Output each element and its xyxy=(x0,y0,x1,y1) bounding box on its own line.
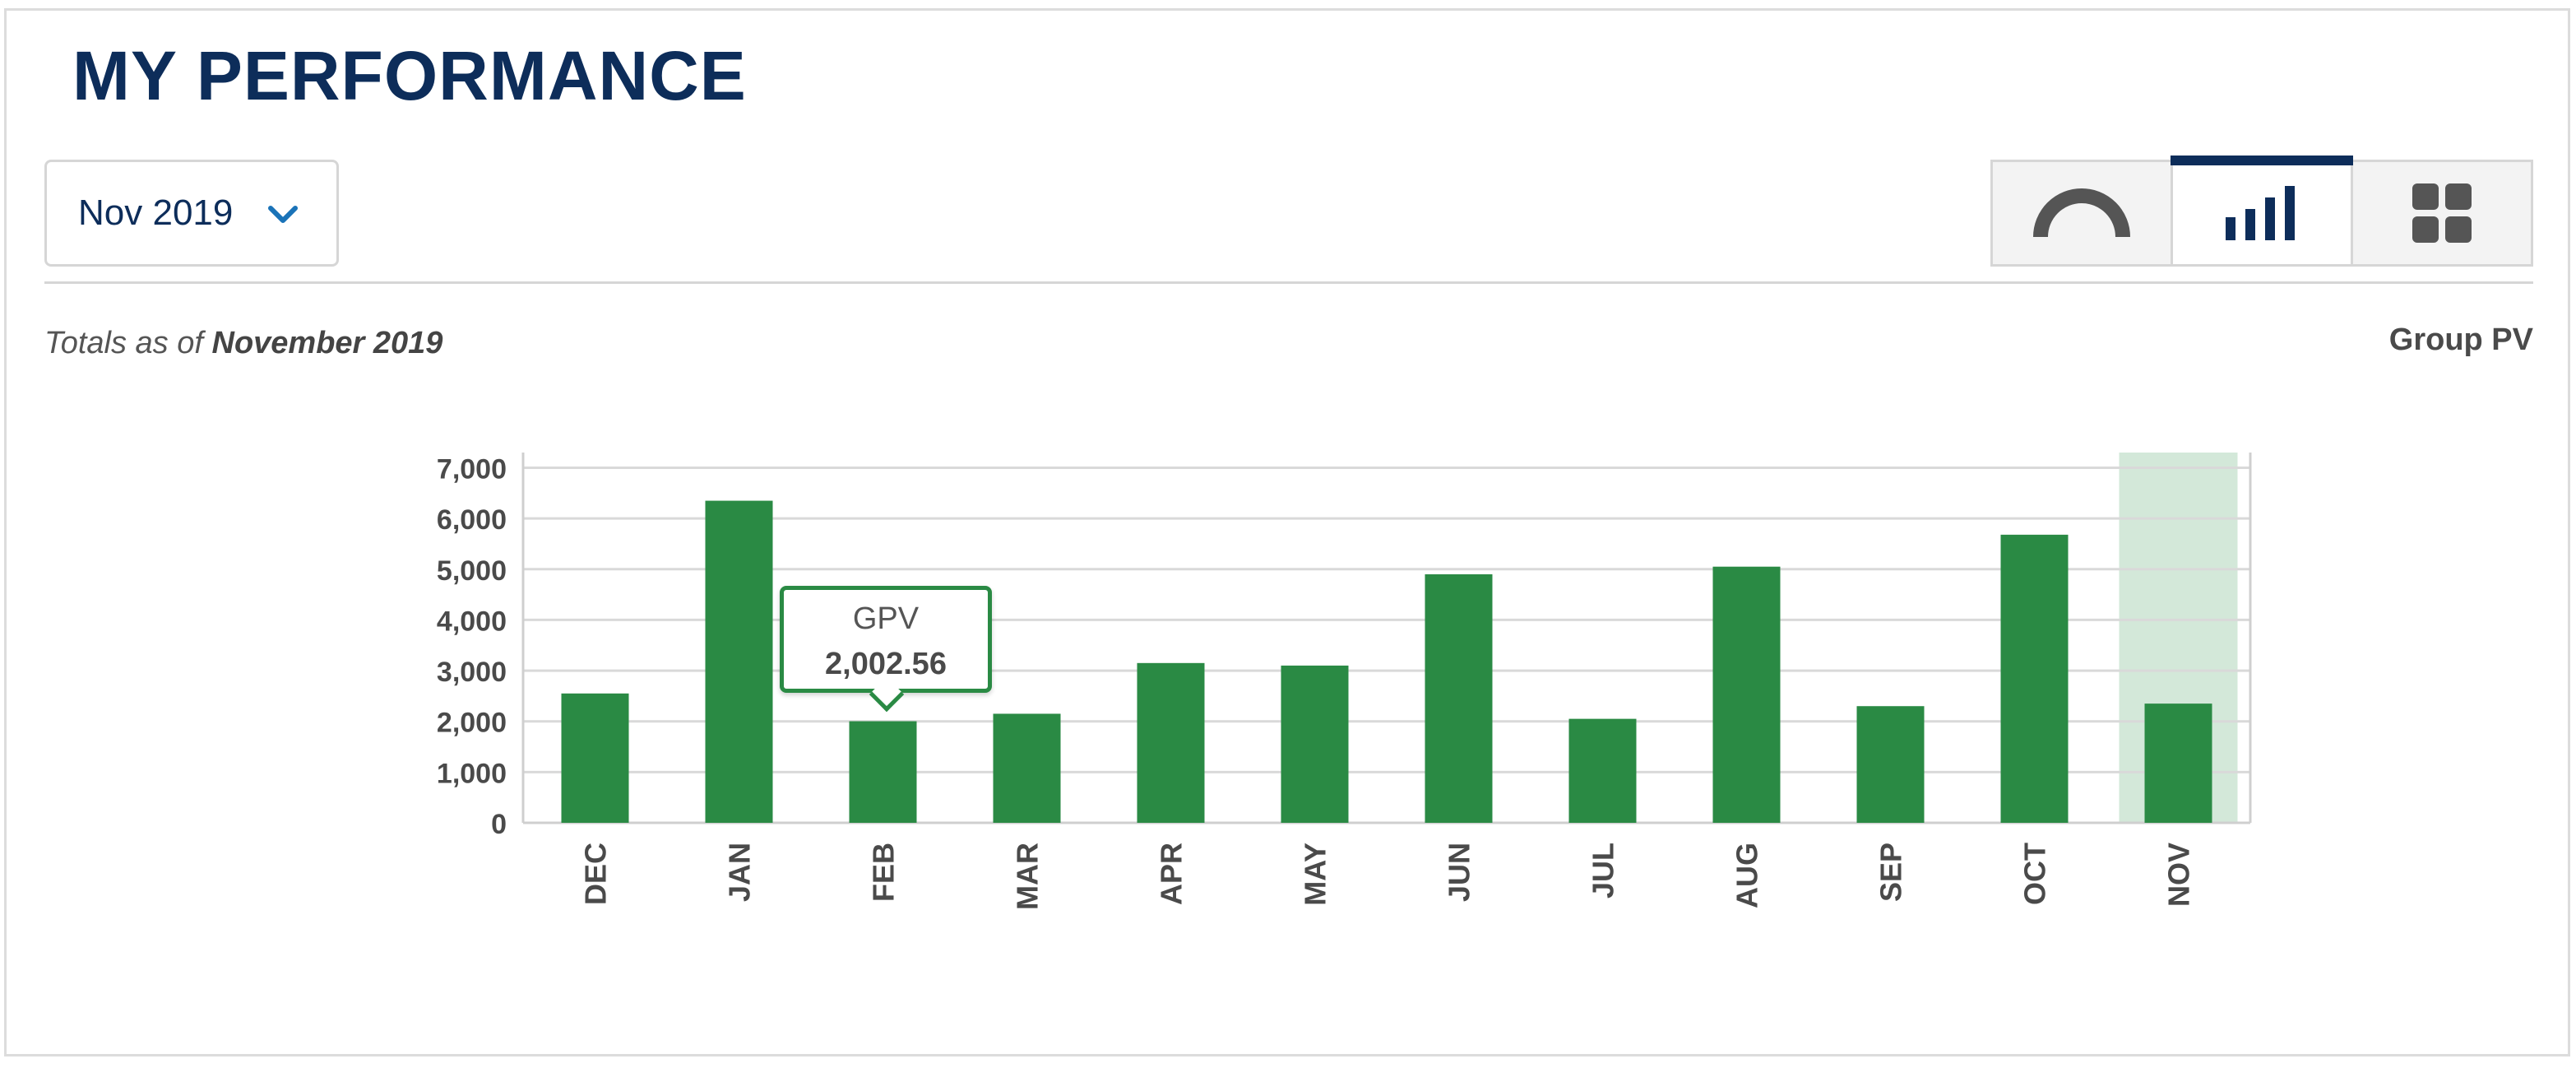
header-divider xyxy=(44,281,2533,284)
bar-dec xyxy=(561,693,629,823)
bar-tooltip: GPV 2,002.56 xyxy=(780,586,992,713)
bar-oct xyxy=(2000,534,2069,823)
x-tick-label: MAR xyxy=(1011,843,1045,910)
x-tick-label: JUN xyxy=(1443,843,1476,902)
bar-may xyxy=(1281,665,1349,823)
bar-feb xyxy=(849,721,917,823)
view-toggle xyxy=(1990,156,2533,267)
bar-sep xyxy=(1856,706,1925,823)
bar-jul xyxy=(1568,718,1637,823)
totals-as-of: Totals as of November 2019 xyxy=(44,326,442,361)
gauge-icon xyxy=(2033,188,2130,238)
x-tick-label: JAN xyxy=(723,843,757,902)
x-tick-label: JUL xyxy=(1587,843,1620,899)
bar-mar xyxy=(993,713,1061,823)
bar-aug xyxy=(1712,566,1781,823)
month-dropdown-value: Nov 2019 xyxy=(78,193,234,233)
x-tick-label: FEB xyxy=(867,843,901,902)
x-tick-label: AUG xyxy=(1730,843,1764,908)
y-tick-label: 2,000 xyxy=(437,708,507,739)
tooltip-label: GPV xyxy=(852,601,920,636)
y-tick-label: 7,000 xyxy=(437,453,507,485)
y-tick-label: 1,000 xyxy=(437,758,507,789)
x-tick-label: DEC xyxy=(579,843,613,905)
month-dropdown[interactable]: Nov 2019 xyxy=(44,160,339,267)
y-tick-label: 6,000 xyxy=(437,504,507,536)
series-label: Group PV xyxy=(2388,323,2533,357)
y-tick-label: 3,000 xyxy=(437,657,507,688)
x-tick-label: NOV xyxy=(2162,843,2196,907)
bar-nov xyxy=(2144,703,2212,823)
gauge-view-button[interactable] xyxy=(1993,162,2173,264)
bar-jan xyxy=(705,500,773,823)
y-tick-label: 4,000 xyxy=(437,606,507,637)
x-tick-label: MAY xyxy=(1299,843,1332,906)
x-tick-label: OCT xyxy=(2018,843,2052,905)
grid-icon xyxy=(2412,183,2472,243)
tooltip-value: 2,002.56 xyxy=(825,647,947,681)
x-tick-label: APR xyxy=(1155,843,1188,905)
x-tick-label: SEP xyxy=(1874,843,1908,902)
page-title: MY PERFORMANCE xyxy=(72,37,747,114)
bar-apr xyxy=(1137,662,1205,823)
grid-view-button[interactable] xyxy=(2353,162,2531,264)
totals-prefix: Totals as of xyxy=(44,326,203,360)
bar-view-button[interactable] xyxy=(2171,156,2353,264)
y-tick-label: 5,000 xyxy=(437,555,507,587)
bar-jun xyxy=(1425,573,1493,823)
chevron-down-icon xyxy=(268,206,298,223)
y-tick-label: 0 xyxy=(491,809,507,840)
totals-date: November 2019 xyxy=(211,326,443,360)
bar-chart-icon xyxy=(2226,186,2295,240)
